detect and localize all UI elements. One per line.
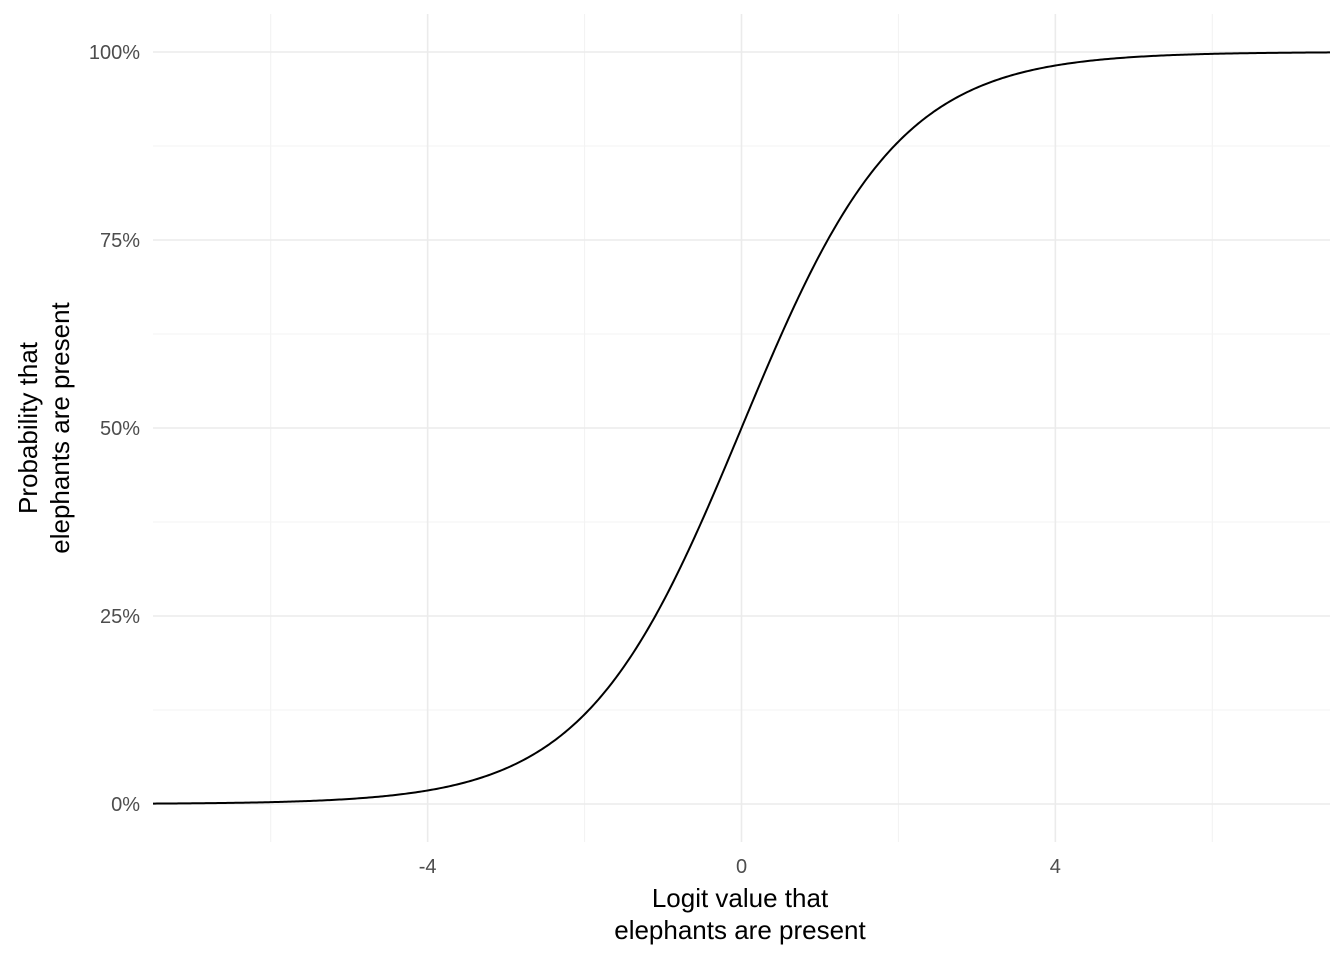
x-axis-title-line-2: elephants are present: [614, 915, 866, 945]
x-tick-label: 0: [736, 856, 747, 878]
x-axis-title-line-1: Logit value that: [652, 883, 829, 913]
y-tick-label: 25%: [100, 606, 140, 628]
x-axis-ticks: -4 0 4: [419, 856, 1061, 878]
grid: [153, 14, 1330, 842]
x-tick-label: 4: [1050, 856, 1061, 878]
x-tick-label: -4: [419, 856, 437, 878]
y-tick-label: 50%: [100, 418, 140, 440]
y-axis-ticks: 0% 25% 50% 75% 100%: [89, 42, 140, 816]
plot-area: [152, 51, 1331, 805]
y-tick-label: 100%: [89, 42, 140, 64]
logistic-curve: [152, 51, 1331, 805]
y-tick-label: 0%: [111, 794, 140, 816]
y-axis-title-line-1: Probability that: [13, 341, 43, 514]
y-tick-label: 75%: [100, 230, 140, 252]
y-axis-title-line-2: elephants are present: [45, 301, 75, 553]
